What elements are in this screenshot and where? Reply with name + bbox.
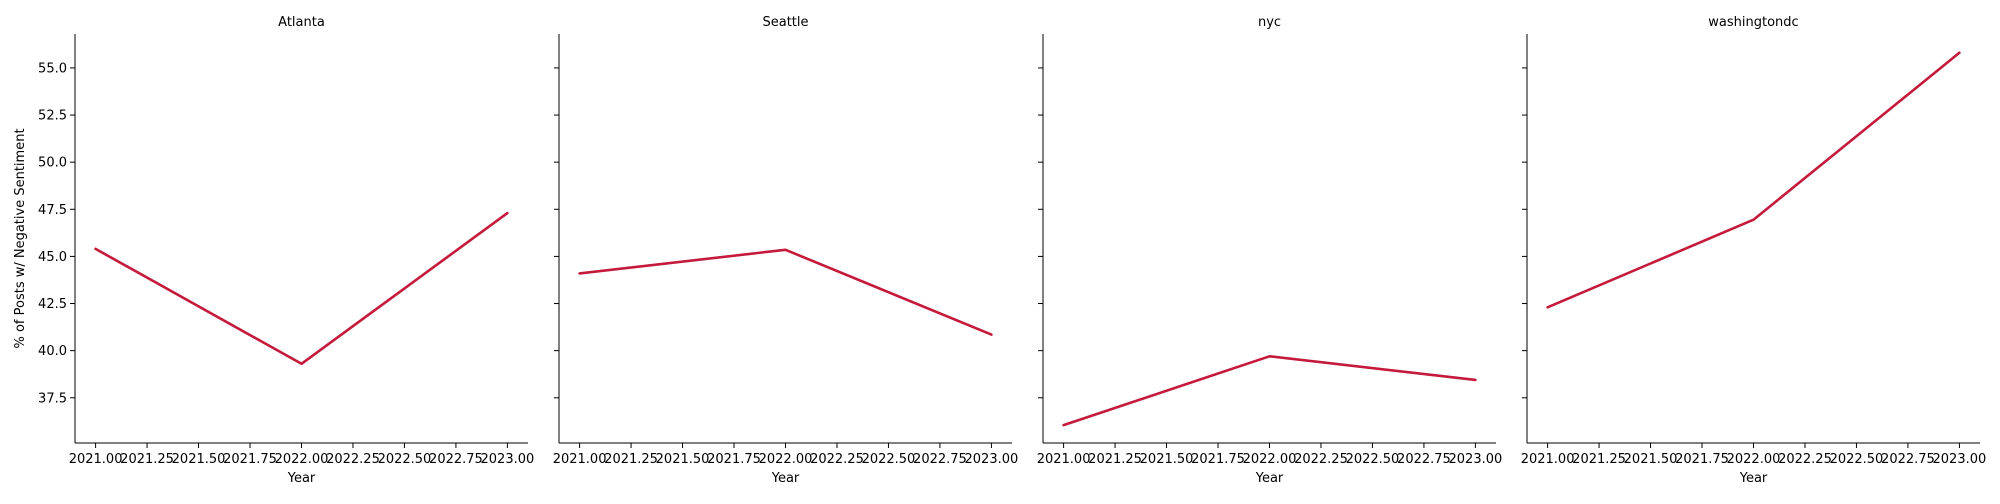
x-axis-title-0: Year — [287, 471, 316, 486]
x-tick-label-3-5: 2022.25 — [1778, 452, 1832, 467]
x-tick-label-3-7: 2022.75 — [1881, 452, 1935, 467]
x-tick-label-0-6: 2022.50 — [378, 452, 432, 467]
y-tick-label-2: 42.5 — [38, 297, 67, 312]
x-tick-label-2-7: 2022.75 — [1397, 452, 1451, 467]
x-tick-label-0-5: 2022.25 — [326, 452, 380, 467]
x-tick-label-1-7: 2022.75 — [913, 452, 967, 467]
x-axis-title-1: Year — [771, 471, 800, 486]
y-tick-label-6: 52.5 — [38, 109, 67, 124]
x-tick-label-1-0: 2021.00 — [553, 452, 607, 467]
y-tick-label-0: 37.5 — [38, 391, 67, 406]
x-tick-label-2-1: 2021.25 — [1088, 452, 1142, 467]
x-tick-label-2-0: 2021.00 — [1037, 452, 1091, 467]
x-tick-label-0-7: 2022.75 — [429, 452, 483, 467]
y-tick-label-4: 47.5 — [38, 203, 67, 218]
x-tick-label-3-1: 2021.25 — [1572, 452, 1626, 467]
x-tick-label-3-8: 2023.00 — [1933, 452, 1987, 467]
x-tick-label-2-2: 2021.50 — [1140, 452, 1194, 467]
x-tick-label-1-1: 2021.25 — [604, 452, 658, 467]
x-axis-title-3: Year — [1739, 471, 1768, 486]
y-axis-title: % of Posts w/ Negative Sentiment — [13, 128, 28, 348]
x-tick-label-1-3: 2021.75 — [707, 452, 761, 467]
x-tick-label-2-8: 2023.00 — [1449, 452, 1503, 467]
x-tick-label-2-5: 2022.25 — [1294, 452, 1348, 467]
x-tick-label-0-4: 2022.00 — [275, 452, 329, 467]
panel-title-1: Seattle — [762, 15, 808, 30]
x-tick-label-1-8: 2023.00 — [965, 452, 1019, 467]
series-line-Atlanta — [94, 211, 509, 366]
panel-title-0: Atlanta — [278, 15, 325, 30]
x-tick-label-1-6: 2022.50 — [862, 452, 916, 467]
x-tick-label-2-6: 2022.50 — [1346, 452, 1400, 467]
y-tick-label-7: 55.0 — [38, 61, 67, 76]
x-tick-label-3-6: 2022.50 — [1830, 452, 1884, 467]
y-tick-label-1: 40.0 — [38, 344, 67, 359]
panel-title-3: washingtondc — [1708, 15, 1798, 30]
x-tick-label-2-3: 2021.75 — [1191, 452, 1245, 467]
x-tick-label-0-0: 2021.00 — [69, 452, 123, 467]
series-line-nyc — [1062, 354, 1477, 427]
x-tick-label-1-2: 2021.50 — [656, 452, 710, 467]
x-tick-label-0-2: 2021.50 — [172, 452, 226, 467]
y-tick-label-3: 45.0 — [38, 250, 67, 265]
x-tick-label-3-3: 2021.75 — [1675, 452, 1729, 467]
series-line-Seattle — [578, 248, 993, 336]
x-tick-label-1-5: 2022.25 — [810, 452, 864, 467]
x-tick-label-3-0: 2021.00 — [1521, 452, 1575, 467]
x-tick-label-3-4: 2022.00 — [1727, 452, 1781, 467]
x-tick-label-3-2: 2021.50 — [1624, 452, 1678, 467]
x-tick-label-0-1: 2021.25 — [120, 452, 174, 467]
x-tick-label-2-4: 2022.00 — [1243, 452, 1297, 467]
x-tick-label-0-8: 2023.00 — [481, 452, 535, 467]
series-line-washingtondc — [1546, 51, 1961, 309]
x-axis-title-2: Year — [1255, 471, 1284, 486]
x-tick-label-1-4: 2022.00 — [759, 452, 813, 467]
y-tick-label-5: 50.0 — [38, 156, 67, 171]
panel-title-2: nyc — [1258, 15, 1281, 30]
x-tick-label-0-3: 2021.75 — [223, 452, 277, 467]
